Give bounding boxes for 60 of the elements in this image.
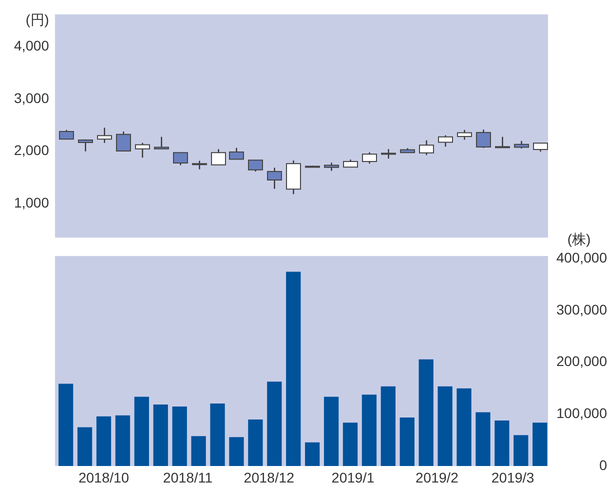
candlestick: [476, 129, 491, 148]
bar: [494, 420, 510, 466]
y2-tick-label: 400,000: [556, 249, 607, 266]
bar: [96, 416, 112, 466]
candlestick: [248, 160, 263, 172]
candlestick: [211, 148, 226, 166]
candlestick: [116, 130, 131, 152]
x-tick-label: 2018/10: [78, 469, 130, 486]
y2-tick-label: 300,000: [556, 301, 607, 318]
candlestick: [135, 142, 150, 158]
bar: [77, 427, 92, 466]
x-tick-label: 2018/12: [244, 469, 295, 486]
candlestick: [457, 129, 472, 140]
bar: [438, 386, 452, 466]
candlestick: [495, 136, 510, 148]
bar: [115, 415, 130, 466]
y-tick-label: 3,000: [14, 90, 50, 106]
candlestick: [419, 140, 434, 156]
candlestick: [59, 129, 74, 140]
candlestick: [362, 152, 377, 164]
candlestick: [154, 136, 169, 150]
candlestick: [381, 148, 396, 160]
bar: [267, 382, 282, 466]
y-tick-label: 4,000: [14, 38, 50, 54]
bar: [324, 396, 339, 466]
candlestick: [173, 152, 188, 166]
y-tick-label: 1,000: [14, 194, 50, 210]
bar: [153, 404, 168, 466]
candlestick: [97, 127, 112, 144]
bar: [362, 394, 377, 466]
y-axis-title: (円): [26, 11, 49, 28]
bar: [476, 412, 490, 466]
bar: [248, 420, 263, 466]
bar: [532, 422, 548, 466]
bar: [229, 437, 244, 466]
bar: [342, 422, 358, 466]
bar: [134, 396, 150, 466]
bar: [418, 359, 434, 466]
y2-tick-label: 200,000: [556, 353, 607, 370]
y2-axis-title: (株): [567, 230, 591, 247]
y-tick-label: 2,000: [14, 142, 50, 158]
candlestick: [438, 134, 453, 148]
bar: [305, 442, 320, 466]
bar: [380, 386, 396, 466]
candlestick: [229, 147, 244, 160]
bar: [456, 388, 472, 466]
x-tick-label: 2019/1: [332, 469, 375, 486]
bar: [191, 436, 206, 466]
x-tick-label: 2019/3: [491, 469, 534, 486]
bar: [58, 384, 74, 466]
bar: [172, 406, 187, 466]
bar: [286, 272, 301, 466]
x-tick-label: 2019/2: [416, 469, 459, 486]
bar: [514, 435, 528, 466]
x-tick-label: 2018/11: [162, 469, 213, 486]
y2-tick-label: 0: [599, 456, 607, 473]
y2-tick-label: 100,000: [556, 405, 607, 422]
candlestick: [267, 167, 282, 190]
bar: [400, 417, 414, 466]
bar: [210, 403, 225, 466]
